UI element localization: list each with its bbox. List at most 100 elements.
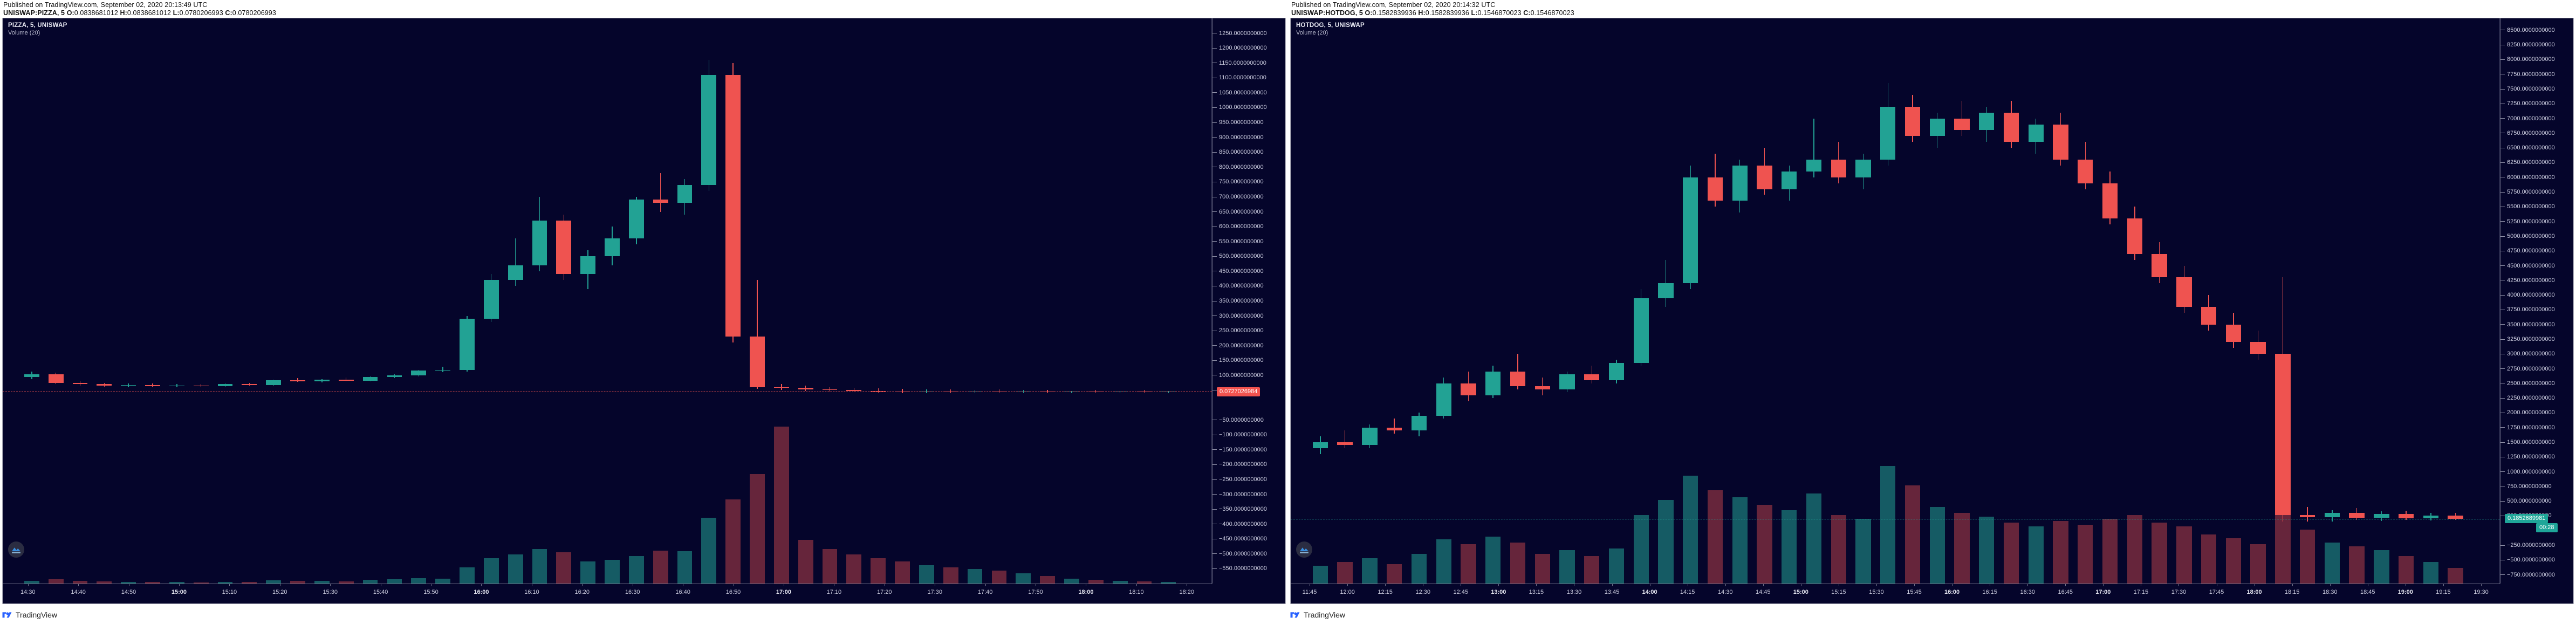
candlestick [97,18,112,584]
candlestick [1831,18,1846,584]
price-axis-tick: 6750.0000000000 [2500,129,2573,137]
time-tick-mark [582,584,583,586]
candle-body [677,184,693,203]
candlestick [725,18,741,584]
candle-body [798,388,813,390]
volume-bar [1112,580,1128,584]
time-axis-label: 15:20 [272,589,287,595]
legend-symbol: HOTDOG, 5, UNISWAP [1296,22,1365,29]
chart-frame[interactable]: PIZZA, 5, UNISWAP Volume (20) 1250.0000000… [2,18,1286,604]
price-axis-tick: −200.0000000000 [1212,461,1285,468]
candle-body [1683,177,1698,284]
chart-legend: PIZZA, 5, UNISWAP Volume (20) [8,22,67,37]
time-axis-label: 16:00 [1944,589,1960,595]
price-axis[interactable]: 1250.0000000000 1200.0000000000 1150.00000… [1212,18,1285,584]
volume-bar [1161,581,1176,584]
time-tick-mark [1914,584,1915,586]
time-axis-label: 12:45 [1453,589,1469,595]
time-tick-mark [2292,584,2293,586]
time-axis-label: 15:40 [373,589,388,595]
current-price-badge[interactable]: 0.1852689981 [2505,514,2548,524]
volume-bar [72,581,88,584]
volume-bar [1683,475,1698,584]
tick-dash-icon [2500,545,2505,546]
price-axis-tick: 1200.0000000000 [1212,44,1285,52]
price-axis-tick: 850.0000000000 [1212,148,1285,156]
candle-body [338,379,354,381]
published-line: Published on TradingView.com, September … [1291,1,1496,9]
time-axis[interactable]: 14:30 14:40 14:50 15:00 15:10 15:20 15:30 15:40… [3,584,1212,604]
time-axis-label: 16:50 [725,589,741,595]
candlestick [217,18,233,584]
candle-wick [926,389,927,393]
candlestick [242,18,257,584]
time-axis-label: 13:00 [1491,589,1506,595]
price-axis[interactable]: 8500.0000000000 8250.0000000000 8000.00000… [2500,18,2573,584]
candlestick [1136,18,1152,584]
time-axis-label: 17:00 [2095,589,2111,595]
volume-bar [580,561,596,584]
time-axis-label: 14:00 [1642,589,1657,595]
time-tick-mark [330,584,331,586]
time-axis-label: 14:40 [71,589,86,595]
price-axis-tick: 800.0000000000 [1212,163,1285,171]
tick-dash-icon [1212,464,1217,465]
publish-header: Published on TradingView.com, September … [2,1,1286,17]
candle-body [1904,106,1921,136]
time-axis-label: 15:00 [1793,589,1808,595]
candlestick [1534,18,1550,584]
candle-body [72,383,88,385]
tick-dash-icon [2500,574,2505,575]
plot-area[interactable] [1291,18,2500,584]
chart-frame[interactable]: HOTDOG, 5, UNISWAP Volume (20) 8500.000000… [1290,18,2574,604]
candle-body [580,256,596,275]
tick-dash-icon [1212,256,1217,257]
candlestick [1633,18,1649,584]
candle-body [750,337,765,387]
price-axis-tick: 450.0000000000 [1212,268,1285,275]
current-price-badge[interactable]: 0.0727026984 [1217,387,1260,396]
candle-body [2201,306,2217,325]
candle-body [701,74,717,185]
tick-dash-icon [2500,221,2505,222]
time-axis-label: 13:15 [1529,589,1544,595]
candle-body [1732,165,1748,201]
tradingview-watermark-icon [8,541,24,558]
volume-bar [1658,500,1674,584]
price-axis-tick: −500.0000000000 [2500,556,2573,564]
time-axis[interactable]: 11:45 12:00 12:15 12:30 12:45 13:00 13:15 13:30… [1291,584,2500,604]
time-axis-label: 12:30 [1415,589,1430,595]
volume-bar [314,580,330,584]
candlestick [483,18,499,584]
time-tick-mark [2443,584,2444,586]
time-axis-label: 15:10 [222,589,237,595]
volume-bar [169,582,184,584]
price-axis-tick: 5000.0000000000 [2500,232,2573,240]
price-axis-tick: −350.0000000000 [1212,505,1285,513]
tick-dash-icon [2500,191,2505,193]
candle-body [1312,442,1328,448]
candle-body [97,384,112,386]
ohlc-low-value: 0.1546870023 [1477,9,1522,17]
time-axis-label: 19:30 [2474,589,2489,595]
price-axis-tick: 8500.0000000000 [2500,26,2573,34]
ohlc-close-label: C: [1523,9,1531,17]
time-axis-label: 17:40 [977,589,993,595]
tick-dash-icon [1212,152,1217,153]
volume-bar [1485,536,1501,584]
candlestick [2102,18,2118,584]
ohlc-low-value: 0.0780206993 [179,9,223,17]
tick-dash-icon [1212,553,1217,554]
volume-bar [1929,507,1945,584]
volume-bar [2102,518,2118,584]
candle-body [1411,415,1427,431]
price-axis-tick: 7750.0000000000 [2500,71,2573,78]
plot-area[interactable] [3,18,1212,584]
candle-body [2127,218,2142,254]
candlestick [338,18,354,584]
price-axis-tick: 3000.0000000000 [2500,350,2573,358]
candle-body [1979,112,1995,131]
ohlc-high-value: 0.1582839936 [1425,9,1469,17]
candle-body [871,390,886,392]
